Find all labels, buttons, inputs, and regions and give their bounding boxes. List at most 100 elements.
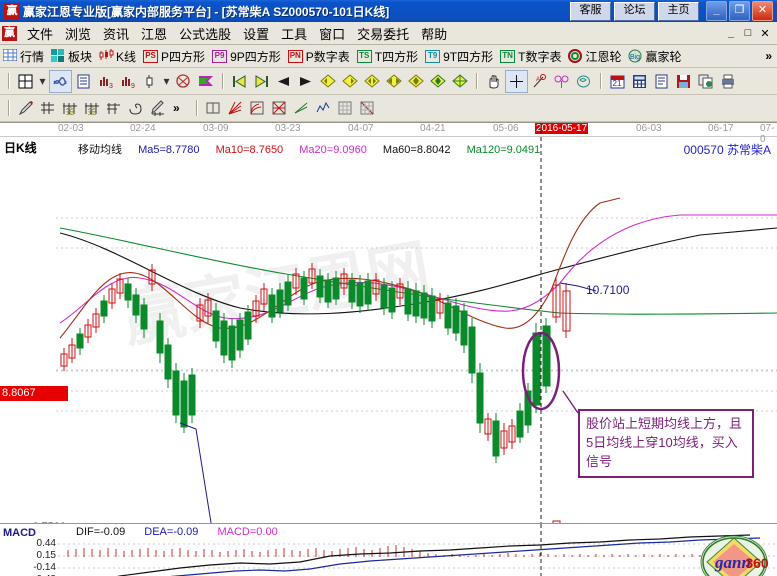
box-icon[interactable]	[203, 98, 224, 119]
fit-icon[interactable]	[449, 71, 470, 92]
gann-fan1-icon[interactable]: 金	[59, 98, 80, 119]
calendar-period-icon[interactable]	[15, 71, 36, 92]
drawing-overflow-button[interactable]: »	[173, 101, 180, 115]
menu-logo-icon: 赢	[2, 25, 17, 41]
formula-icon[interactable]	[173, 71, 194, 92]
copy-icon[interactable]	[695, 71, 716, 92]
toolbar-button-9t-square[interactable]: T9 9T四方形	[425, 48, 493, 65]
brain-icon[interactable]	[573, 71, 594, 92]
toolbar-overflow-button[interactable]: »	[765, 49, 772, 63]
menu-item-tools[interactable]: 工具	[281, 26, 308, 42]
macd-panel[interactable]: MACD DIF=-0.09 DEA=-0.09 MACD=0.00 0.44 …	[0, 523, 777, 576]
menu-item-help[interactable]: 帮助	[421, 26, 448, 42]
chart-type-label: 日K线	[4, 141, 37, 155]
bar9-icon[interactable]: 9	[117, 71, 138, 92]
svg-text:Big: Big	[630, 54, 640, 61]
gann-fan2-icon[interactable]: 金	[81, 98, 102, 119]
minimize-button[interactable]: _	[706, 1, 727, 21]
zoom-left-icon[interactable]	[317, 71, 338, 92]
home-button[interactable]: 主页	[658, 1, 699, 21]
crosshair-icon[interactable]	[505, 69, 528, 93]
zoom-in-icon[interactable]	[361, 71, 382, 92]
fib-icon[interactable]	[103, 98, 124, 119]
pen-icon[interactable]	[15, 98, 36, 119]
current-price-tag: 8.8067	[0, 386, 68, 401]
date-tick-1: 02-24	[130, 123, 156, 134]
zoom-out-icon[interactable]	[383, 71, 404, 92]
zoom-right-icon[interactable]	[339, 71, 360, 92]
toolbar-button-kline[interactable]: K线	[99, 48, 136, 65]
prev-icon[interactable]	[273, 71, 294, 92]
macd-panel-label: MACD	[3, 527, 36, 539]
menu-item-browse[interactable]: 浏览	[65, 26, 92, 42]
forum-button[interactable]: 论坛	[614, 1, 655, 21]
menu-item-trade[interactable]: 交易委托	[357, 26, 410, 42]
move-icon[interactable]	[427, 71, 448, 92]
report-icon[interactable]	[73, 71, 94, 92]
toolbar-button-sectors[interactable]: 板块	[51, 48, 92, 65]
flower-icon[interactable]	[551, 71, 572, 92]
toolbar-button-gann-wheel[interactable]: 江恩轮	[568, 48, 621, 65]
gann360-logo: gann 360	[699, 534, 769, 576]
grid-lines-icon[interactable]	[37, 98, 58, 119]
kline-chart-panel[interactable]: 赢家江恩网 QQ1721457846 02-03 02-24 03-09 03-…	[0, 122, 777, 523]
mdi-window-controls: _ □ ✕	[724, 27, 777, 40]
hand-icon[interactable]	[483, 71, 504, 92]
tn-icon: TN	[500, 49, 516, 63]
menu-item-file[interactable]: 文件	[27, 26, 54, 42]
menu-item-news[interactable]: 资讯	[103, 26, 130, 42]
save-icon[interactable]	[673, 71, 694, 92]
grid-b-icon[interactable]	[357, 98, 378, 119]
spiral-icon[interactable]	[125, 98, 146, 119]
draw-icon[interactable]: A	[529, 71, 550, 92]
candle-single-icon[interactable]	[139, 71, 160, 92]
maximize-button[interactable]: ❐	[729, 1, 750, 21]
last-page-icon[interactable]	[251, 71, 272, 92]
toolbar-button-quotes[interactable]: 行情	[3, 48, 44, 65]
toolbar-label-winner-wheel: 赢家轮	[645, 49, 682, 64]
ma-legend-title: 移动均线	[78, 144, 122, 156]
date-axis: 02-03 02-24 03-09 03-23 04-07 04-21 05-0…	[0, 123, 777, 145]
angle-icon[interactable]	[291, 98, 312, 119]
grid-a-icon[interactable]	[335, 98, 356, 119]
ma60-label: Ma60=8.8042	[382, 144, 451, 156]
ma10-label: Ma10=8.7650	[215, 144, 284, 156]
menu-item-window[interactable]: 窗口	[319, 26, 346, 42]
print-icon[interactable]	[717, 71, 738, 92]
toolbar-button-p-square[interactable]: PS P四方形	[143, 48, 205, 65]
close-button[interactable]: ✕	[752, 1, 773, 21]
toolbar-button-t-number-table[interactable]: TN T数字表	[500, 48, 561, 65]
mdi-restore-button[interactable]: □	[744, 26, 752, 39]
ma5-label: Ma5=8.7780	[138, 144, 200, 156]
bar3-icon[interactable]: 3	[95, 71, 116, 92]
ma-legend: 移动均线 Ma5=8.7780 Ma10=8.7650 Ma20=9.0960 …	[78, 141, 553, 157]
svg-text:3: 3	[109, 83, 113, 89]
mdi-minimize-button[interactable]: _	[727, 26, 735, 39]
calendar-icon[interactable]: 21	[607, 71, 628, 92]
toolbar-button-winner-wheel[interactable]: Big 赢家轮	[628, 48, 682, 65]
svg-text:21: 21	[613, 79, 622, 88]
arc-icon[interactable]	[247, 98, 268, 119]
mdi-close-button[interactable]: ✕	[760, 27, 770, 40]
chart-canvas	[56, 123, 777, 523]
calculator-icon[interactable]	[629, 71, 650, 92]
square-grid-icon[interactable]	[269, 98, 290, 119]
fan-red-icon[interactable]	[225, 98, 246, 119]
first-page-icon[interactable]	[229, 71, 250, 92]
menu-item-gann[interactable]: 江恩	[141, 26, 168, 42]
menu-item-settings[interactable]: 设置	[243, 26, 270, 42]
next-icon[interactable]	[295, 71, 316, 92]
pointer-icon[interactable]	[147, 98, 168, 119]
toolbar-button-t-square[interactable]: TS T四方形	[356, 48, 418, 65]
toolbar-button-p-number-table[interactable]: PN P数字表	[287, 48, 350, 65]
dropdown-arrow-icon[interactable]: ▾	[39, 74, 46, 88]
expand-icon[interactable]	[405, 71, 426, 92]
zigzag-icon[interactable]	[313, 98, 334, 119]
dropdown-arrow2-icon[interactable]: ▾	[163, 74, 170, 88]
menu-item-formula-screen[interactable]: 公式选股	[179, 26, 232, 42]
toolbar-button-9p-square[interactable]: P9 9P四方形	[212, 48, 281, 65]
wave-icon[interactable]	[49, 69, 72, 93]
colorbar-icon[interactable]	[195, 71, 216, 92]
customer-service-button[interactable]: 客服	[570, 1, 611, 21]
notes-icon[interactable]	[651, 71, 672, 92]
